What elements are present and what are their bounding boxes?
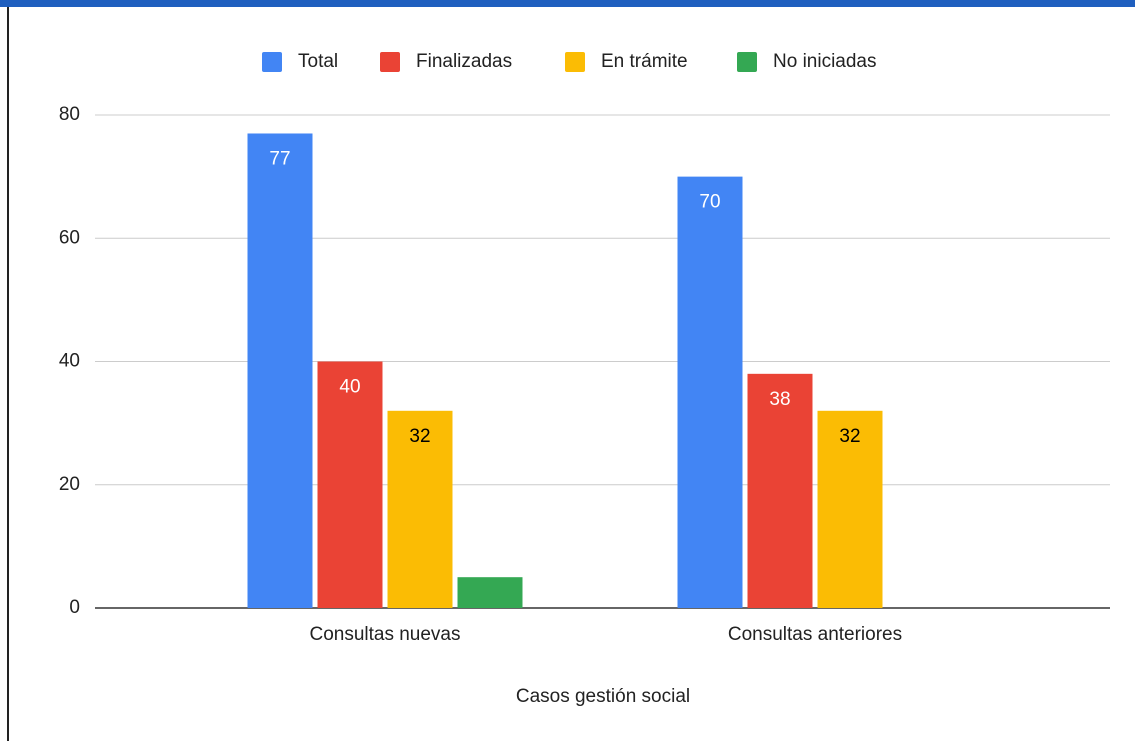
y-tick-label: 40	[59, 351, 80, 372]
x-axis-title: Casos gestión social	[516, 686, 690, 707]
y-tick-label: 20	[59, 474, 80, 495]
top-border	[0, 0, 1135, 7]
data-label: 77	[269, 149, 290, 170]
chart: Casos gestión social 0 20 40 60 80 Total Final…	[0, 0, 1135, 741]
data-label: 70	[699, 192, 720, 213]
legend-swatch	[565, 52, 585, 72]
background	[0, 0, 1135, 741]
legend-swatch	[380, 52, 400, 72]
bar	[678, 177, 743, 608]
x-tick-label: Consultas anteriores	[728, 624, 902, 645]
legend-label: Total	[298, 51, 338, 72]
y-tick-label: 60	[59, 227, 80, 248]
legend-swatch	[737, 52, 757, 72]
legend-swatch	[262, 52, 282, 72]
y-tick-label: 0	[69, 597, 80, 618]
data-label: 38	[769, 389, 790, 410]
legend-label: En trámite	[601, 51, 688, 72]
legend-label: Finalizadas	[416, 51, 512, 72]
data-label: 40	[339, 377, 360, 398]
data-label: 32	[409, 426, 430, 447]
legend-label: No iniciadas	[773, 51, 877, 72]
y-tick-label: 80	[59, 104, 80, 125]
left-border	[7, 7, 9, 741]
bar	[318, 362, 383, 609]
bar	[458, 577, 523, 608]
x-tick-label: Consultas nuevas	[309, 624, 460, 645]
data-label: 32	[839, 426, 860, 447]
bar	[248, 133, 313, 608]
